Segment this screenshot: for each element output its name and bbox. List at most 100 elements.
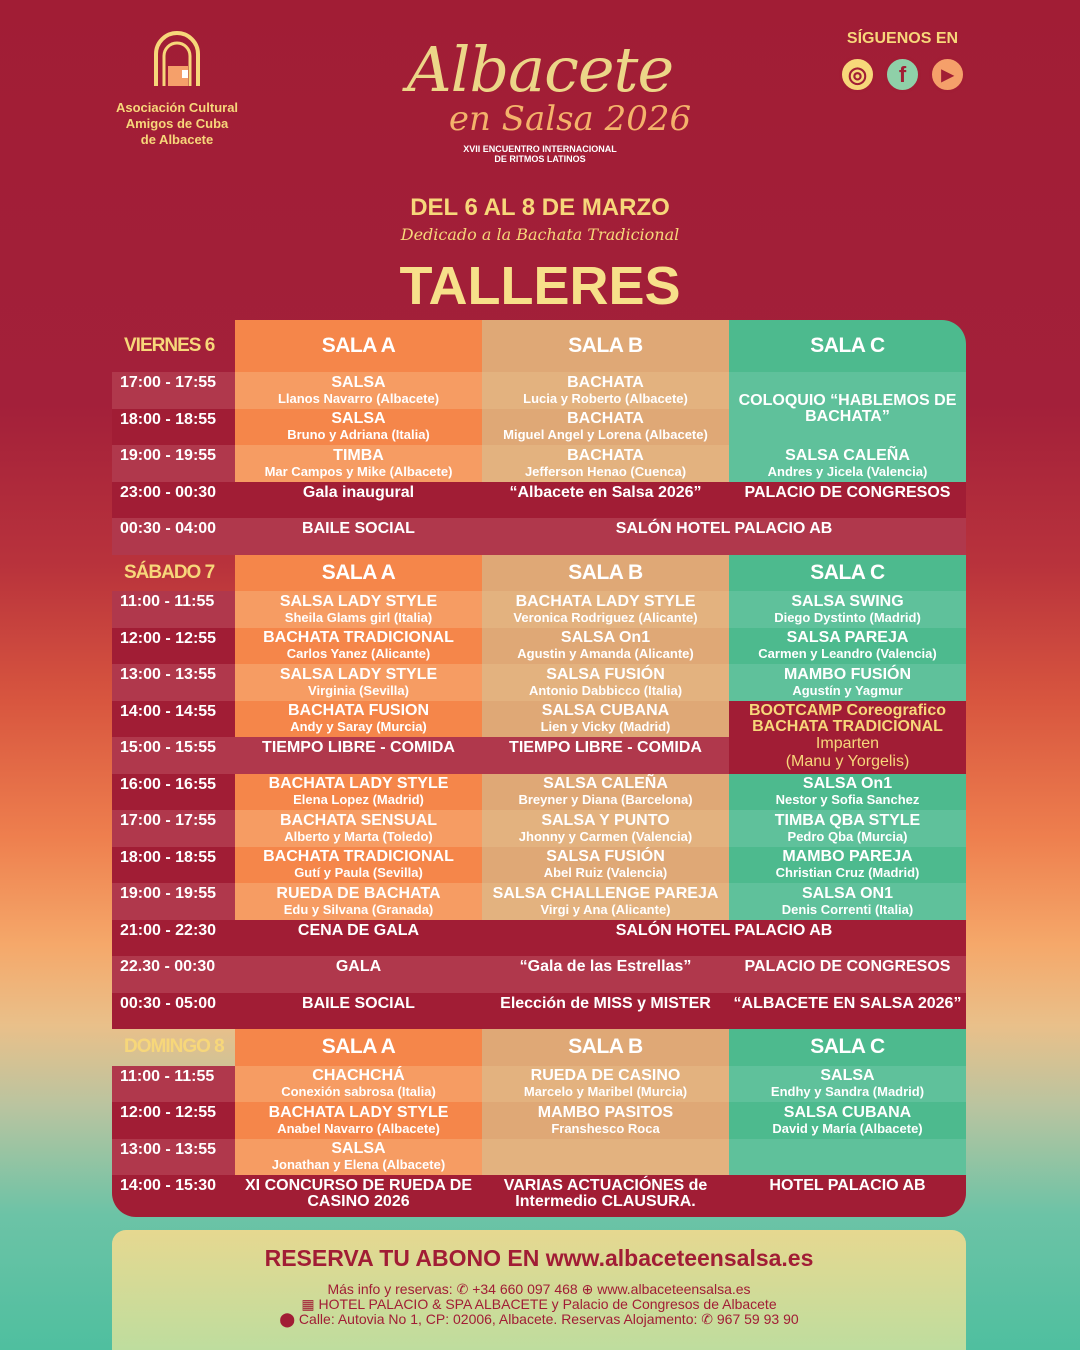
workshop-title: CENA DE GALA <box>297 921 420 939</box>
sala-header: SALA A <box>235 320 482 372</box>
workshop-title: “Gala de las Estrellas” <box>519 958 692 975</box>
cta-text: RESERVA TU ABONO EN www.albaceteensalsa.… <box>264 1245 814 1271</box>
workshop-title: BOOTCAMP Coreografico <box>748 701 947 719</box>
workshop-instructor: Pedro Qba (Murcia) <box>787 828 908 844</box>
workshop-title: BAILE SOCIAL <box>302 994 415 1012</box>
org-name-line: de Albacete <box>140 132 214 147</box>
sala-header: SALA A <box>235 1029 482 1066</box>
time-slot: 14:00 - 15:30 <box>112 1175 235 1217</box>
event-cell: BAILE SOCIAL <box>235 992 482 1029</box>
sala-header: SALA C <box>729 1029 966 1066</box>
day-label: DOMINGO 8 <box>124 1036 225 1058</box>
event-cell: Elección de MISS y MISTER <box>482 992 729 1029</box>
event-cell: GALA <box>235 956 482 993</box>
workshop-title: BACHATA TRADICIONAL <box>263 629 454 647</box>
workshop-title: BACHATA <box>567 446 644 464</box>
workshop-title: SALSA On1 <box>560 629 651 647</box>
workshop-cell: BACHATA TRADICIONAL Gutí y Paula (Sevilla… <box>235 846 482 883</box>
time-slot: 12:00 - 12:55 <box>112 1102 235 1139</box>
workshop-cell: RUEDA DE CASINO Marcelo y Maribel (Murcia… <box>482 1065 729 1102</box>
time-slot: 00:30 - 04:00 <box>112 518 235 555</box>
event-cell: SALÓN HOTEL PALACIO AB <box>482 919 966 956</box>
workshop-cell: BACHATA LADY STYLE Anabel Navarro (Albace… <box>235 1102 482 1139</box>
workshop-cell: SALSA LADY STYLE Virginia (Sevilla) <box>235 664 482 701</box>
footer: RESERVA TU ABONO EN www.albaceteensalsa.… <box>112 1230 966 1350</box>
event-cell: TIEMPO LIBRE - COMIDA <box>235 737 482 774</box>
workshop-title: SALÓN HOTEL PALACIO AB <box>615 921 833 939</box>
follow-label: SÍGUENOS EN <box>846 30 959 47</box>
time-slot: 17:00 - 17:55 <box>112 372 235 409</box>
event-subtitle: en Salsa 2026 <box>448 99 692 139</box>
time-slot: 16:00 - 16:55 <box>112 773 235 810</box>
sala-header: SALA A <box>235 554 482 591</box>
workshop-title: SALSA ON1 <box>802 884 893 902</box>
workshop-instructor: Franshesco Roca <box>551 1120 660 1136</box>
workshop-cell: MAMBO PASITOS Franshesco Roca <box>482 1102 729 1139</box>
facebook-icon[interactable]: f <box>884 56 921 93</box>
sala-header: SALA C <box>729 320 966 372</box>
workshop-cell: SALSA Bruno y Adriana (Italia) <box>235 408 482 445</box>
workshop-instructor: Edu y Silvana (Granada) <box>283 901 434 917</box>
workshop-instructor: Christian Cruz (Madrid) <box>775 865 920 881</box>
workshop-cell <box>729 1138 966 1175</box>
workshop-instructor: (Manu y Yorgelis) <box>785 752 910 770</box>
phone-link[interactable]: +34 660 097 468 <box>472 1281 578 1297</box>
workshop-cell: CHACHCHÁ Conexión sabrosa (Italia) <box>235 1065 482 1102</box>
workshop-instructor: Diego Dystinto (Madrid) <box>774 609 921 625</box>
workshop-title: SALSA CALEÑA <box>543 775 668 793</box>
workshop-title: SALSA CALEÑA <box>785 446 910 464</box>
workshop-title: BACHATA SENSUAL <box>279 811 438 829</box>
workshop-title: SALSA SWING <box>791 592 904 610</box>
workshop-title: “Albacete en Salsa 2026” <box>509 483 702 501</box>
workshop-instructor: Bruno y Adriana (Italia) <box>287 427 430 443</box>
sala-header: SALA B <box>482 1029 729 1066</box>
workshop-cell: RUEDA DE BACHATA Edu y Silvana (Granada) <box>235 883 482 920</box>
workshop-instructor: Andres y Jicela (Valencia) <box>767 463 928 479</box>
workshop-instructor: Denis Correnti (Italia) <box>781 901 914 917</box>
time-slot: 12:00 - 12:55 <box>112 627 235 664</box>
workshop-instructor: Imparten <box>815 734 880 752</box>
event-dates: DEL 6 AL 8 DE MARZO <box>410 194 670 221</box>
time-slot: 18:00 - 18:55 <box>112 846 235 883</box>
workshop-title: SALSA On1 <box>802 775 893 793</box>
event-cell: BAILE SOCIAL <box>235 518 482 555</box>
sala-name: SALA B <box>568 334 643 357</box>
dedication: Dedicado a la Bachata Tradicional <box>400 225 680 244</box>
workshop-cell: SALSA CUBANA Lien y Vicky (Madrid) <box>482 700 729 737</box>
time-slot: 13:00 - 13:55 <box>112 664 235 701</box>
workshop-title: BAILE SOCIAL <box>302 520 415 537</box>
time-slot: 21:00 - 22:30 <box>112 919 235 956</box>
workshop-title: SALSA CHALLENGE PAREJA <box>492 884 719 902</box>
event-cell: “Gala de las Estrellas” <box>482 956 729 993</box>
workshop-instructor: Miguel Angel y Lorena (Albacete) <box>503 427 708 443</box>
time-slot: 19:00 - 19:55 <box>112 883 235 920</box>
time-slot: 00:30 - 05:00 <box>112 992 235 1029</box>
workshop-cell: SALSA ON1 Denis Correnti (Italia) <box>729 883 966 920</box>
workshop-cell: SALSA Endhy y Sandra (Madrid) <box>729 1065 966 1102</box>
instagram-icon[interactable]: ◎ <box>839 56 876 93</box>
workshop-title: COLOQUIO “HABLEMOS DE BACHATA” <box>738 391 957 425</box>
location-pin-icon: ⬤ <box>279 1311 296 1327</box>
workshop-cell: MAMBO FUSIÓN Agustín y Yagmur <box>729 664 966 701</box>
workshop-instructor: Jefferson Henao (Cuenca) <box>524 463 687 479</box>
workshop-title: MAMBO PAREJA <box>782 848 913 866</box>
workshop-cell: TIMBA Mar Campos y Mike (Albacete) <box>235 445 482 482</box>
info-label: Más info y reservas: <box>327 1281 453 1297</box>
workshop-title: TIEMPO LIBRE - COMIDA <box>509 739 702 756</box>
website-link[interactable]: www.albaceteensalsa.es <box>597 1281 751 1297</box>
time-slot: 22.30 - 00:30 <box>112 956 235 993</box>
event-cell: “ALBACETE EN SALSA 2026” <box>729 992 966 1029</box>
event-cell: XI CONCURSO DE RUEDA DE CASINO 2026 <box>235 1175 482 1217</box>
workshop-title: BACHATA TRADICIONAL <box>752 717 943 735</box>
event-cell: VARIAS ACTUACIÓNES de Intermedio CLAUSUR… <box>482 1175 729 1217</box>
lodging-phone-link[interactable]: 967 59 93 90 <box>716 1311 799 1327</box>
sala-name: SALA B <box>568 560 643 584</box>
workshop-instructor: Andy y Saray (Murcia) <box>290 719 427 735</box>
workshop-title: BACHATA <box>567 373 644 391</box>
section-title: TALLERES <box>399 256 681 316</box>
youtube-icon[interactable]: ▶ <box>929 56 966 93</box>
edition-line: XVII ENCUENTRO INTERNACIONAL <box>463 144 617 154</box>
workshop-title: SALSA PAREJA <box>786 629 909 647</box>
workshop-title: PALACIO DE CONGRESOS <box>744 958 951 975</box>
workshop-title: SALÓN HOTEL PALACIO AB <box>615 520 833 537</box>
